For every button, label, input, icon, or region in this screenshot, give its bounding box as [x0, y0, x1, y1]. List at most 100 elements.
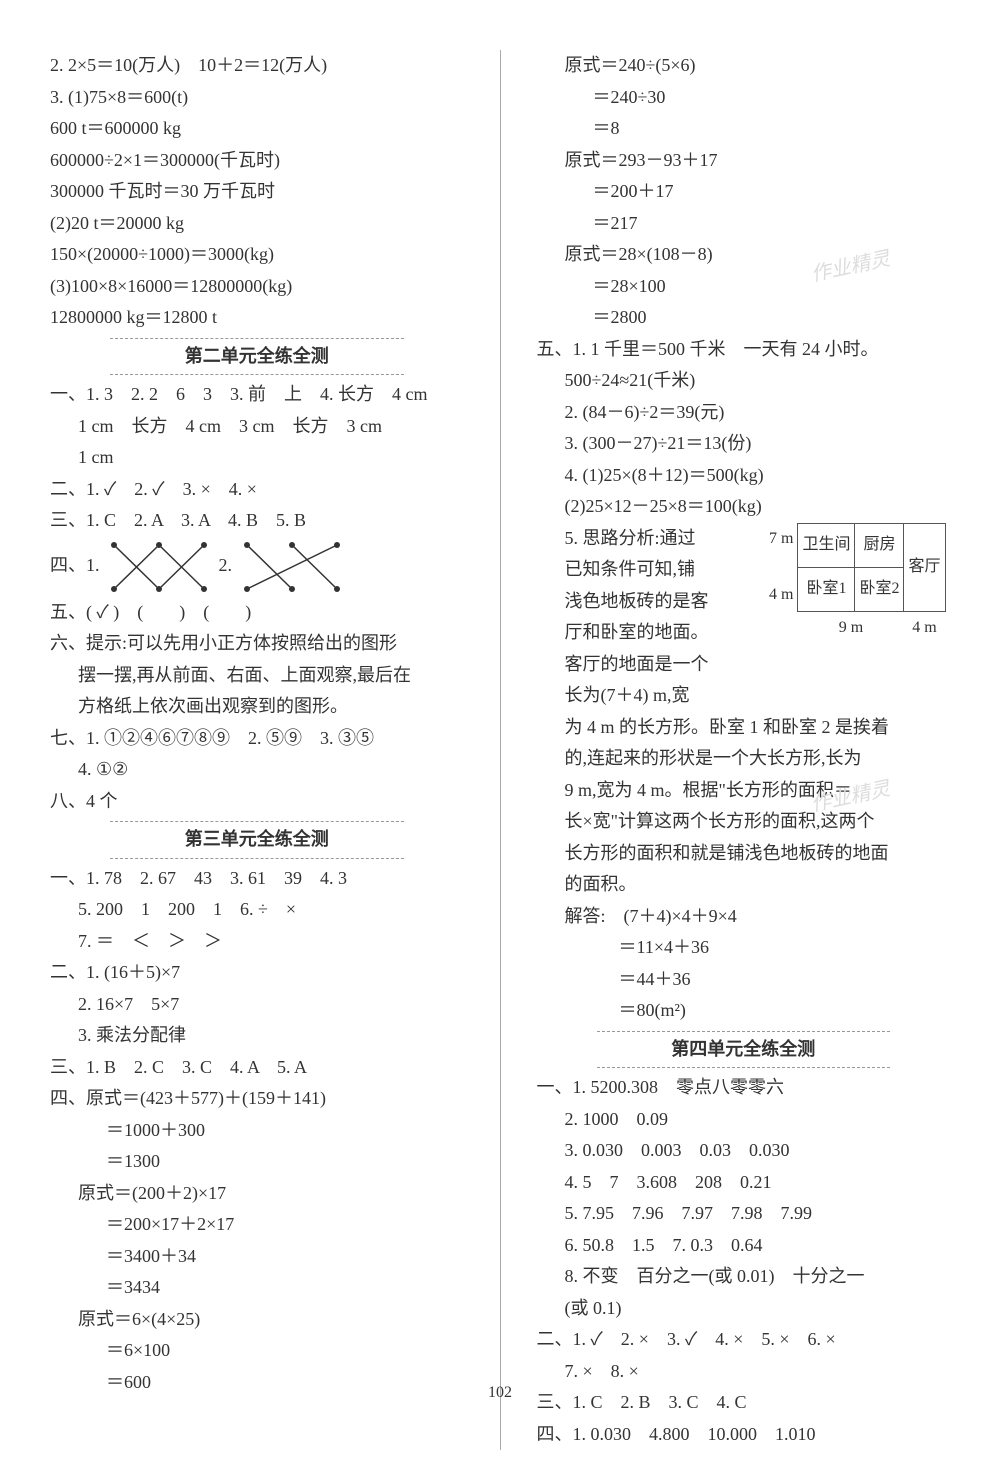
text-line: 二、1. ✓ 2. ✓ 3. × 4. × — [50, 474, 464, 506]
label: 2. — [219, 555, 233, 575]
text-line: 2. (84－6)÷2＝39(元) — [537, 397, 951, 429]
text-line: ＝217 — [537, 208, 951, 240]
unit-heading: 第三单元全练全测 — [110, 821, 404, 859]
column-divider — [500, 50, 501, 1450]
text-line: 原式＝6×(4×25) — [50, 1304, 464, 1336]
text-line: 一、1. 78 2. 67 43 3. 61 39 4. 3 — [50, 863, 464, 895]
text-line: ＝6×100 — [50, 1335, 464, 1367]
text-line: (3)100×8×16000＝12800000(kg) — [50, 271, 464, 303]
text-line: 方格纸上依次画出观察到的图形。 — [50, 691, 464, 723]
text-line: 5. 思路分析:通过 — [565, 523, 755, 555]
text-line: 5. 200 1 200 1 6. ÷ × — [50, 894, 464, 926]
text-line: 2. 1000 0.09 — [537, 1104, 951, 1136]
text-line: 300000 千瓦时＝30 万千瓦时 — [50, 176, 464, 208]
text-line: ＝80(m²) — [537, 995, 951, 1027]
text-line: 二、1. ✓ 2. × 3. ✓ 4. × 5. × 6. × — [537, 1324, 951, 1356]
text-line: 一、1. 5200.308 零点八零零六 — [537, 1072, 951, 1104]
page-content: 2. 2×5＝10(万人) 10＋2＝12(万人) 3. (1)75×8＝600… — [0, 0, 1000, 1480]
text-line: (2)20 t＝20000 kg — [50, 208, 464, 240]
text-line: 为 4 m 的长方形。卧室 1 和卧室 2 是挨着 — [537, 712, 951, 744]
text-line: 2. 16×7 5×7 — [50, 989, 464, 1021]
text-line: 3. 0.030 0.003 0.03 0.030 — [537, 1135, 951, 1167]
label: 四、1. — [50, 555, 100, 575]
text-line: 一、1. 3 2. 2 6 3 3. 前 上 4. 长方 4 cm — [50, 379, 464, 411]
text-line: 3. (300－27)÷21＝13(份) — [537, 428, 951, 460]
text-line: 六、提示:可以先用小正方体按照给出的图形 — [50, 628, 464, 660]
floorplan-diagram: 7 m 4 m 卫生间 厨房 客厅 卧室1 卧室2 9 m 4 — [765, 523, 946, 644]
text-line: 原式＝240÷(5×6) — [537, 50, 951, 82]
text-line: 500÷24≈21(千米) — [537, 365, 951, 397]
text-line: 7. ＝ ＜ ＞ ＞ — [50, 926, 464, 958]
room-cell: 卧室1 — [798, 567, 855, 611]
text-line: ＝8 — [537, 113, 951, 145]
text-line: 150×(20000÷1000)＝3000(kg) — [50, 239, 464, 271]
matching-row: 四、1. 2. — [50, 537, 464, 597]
room-cell: 卫生间 — [798, 523, 855, 567]
text-line: 4. (1)25×(8＋12)＝500(kg) — [537, 460, 951, 492]
text-line: ＝2800 — [537, 302, 951, 334]
text-line: 二、1. (16＋5)×7 — [50, 957, 464, 989]
text-line: 摆一摆,再从前面、右面、上面观察,最后在 — [50, 660, 464, 692]
text-line: 的,连起来的形状是一个大长方形,长为 — [537, 743, 951, 775]
text-line: 客厅的地面是一个 — [565, 649, 755, 681]
text-line: ＝240÷30 — [537, 82, 951, 114]
text-line: 长方形的面积和就是铺浅色地板砖的地面 — [537, 838, 951, 870]
text-line: 600000÷2×1＝300000(千瓦时) — [50, 145, 464, 177]
text-line: 五、1. 1 千里＝500 千米 一天有 24 小时。 — [537, 334, 951, 366]
text-line: 八、4 个 — [50, 786, 464, 818]
text-line: ＝11×4＋36 — [537, 932, 951, 964]
text-line: (2)25×12－25×8＝100(kg) — [537, 491, 951, 523]
text-line: 四、1. 0.030 4.800 10.000 1.010 — [537, 1419, 951, 1451]
text-line: 原式＝293－93＋17 — [537, 145, 951, 177]
text-line: 3. (1)75×8＝600(t) — [50, 82, 464, 114]
text-line: ＝1000＋300 — [50, 1115, 464, 1147]
text-line: 6. 50.8 1.5 7. 0.3 0.64 — [537, 1230, 951, 1262]
page-number: 102 — [0, 1384, 1000, 1402]
matching-diagram-icon — [104, 537, 214, 597]
text-line: 五、( ✓ ) ( ) ( ) — [50, 597, 464, 629]
text-line: 5. 7.95 7.96 7.97 7.98 7.99 — [537, 1198, 951, 1230]
text-line: 2. 2×5＝10(万人) 10＋2＝12(万人) — [50, 50, 464, 82]
text-line: (或 0.1) — [537, 1293, 951, 1325]
text-line: 三、1. B 2. C 3. C 4. A 5. A — [50, 1052, 464, 1084]
text-line: ＝44＋36 — [537, 964, 951, 996]
text-line: ＝28×100 — [537, 271, 951, 303]
matching-diagram-icon — [237, 537, 347, 597]
text-line: 600 t＝600000 kg — [50, 113, 464, 145]
text-line: 四、原式＝(423＋577)＋(159＋141) — [50, 1083, 464, 1115]
room-cell: 厨房 — [855, 523, 904, 567]
floorplan-block: 5. 思路分析:通过 已知条件可知,铺 浅色地板砖的是客 厅和卧室的地面。 客厅… — [537, 523, 951, 712]
text-line: 8. 不变 百分之一(或 0.01) 十分之一 — [537, 1261, 951, 1293]
text-line: 1 cm — [50, 442, 464, 474]
text-line: 浅色地板砖的是客 — [565, 586, 755, 618]
dim-label: 9 m — [798, 611, 904, 644]
text-line: 3. 乘法分配律 — [50, 1020, 464, 1052]
text-line: 长×宽"计算这两个长方形的面积,这两个 — [537, 806, 951, 838]
dim-label: 7 m — [769, 530, 793, 547]
text-line: ＝200＋17 — [537, 176, 951, 208]
text-line: ＝3434 — [50, 1272, 464, 1304]
dim-label: 4 m — [769, 586, 793, 603]
text-line: ＝200×17＋2×17 — [50, 1209, 464, 1241]
text-line: 7. × 8. × — [537, 1356, 951, 1388]
room-cell: 客厅 — [904, 523, 945, 611]
dim-label: 4 m — [904, 611, 945, 644]
unit-heading: 第四单元全练全测 — [597, 1031, 891, 1069]
text-line: 七、1. ①②④⑥⑦⑧⑨ 2. ⑤⑨ 3. ③⑤ — [50, 723, 464, 755]
text-line: 4. 5 7 3.608 208 0.21 — [537, 1167, 951, 1199]
unit-heading: 第二单元全练全测 — [110, 338, 404, 376]
text-line: ＝1300 — [50, 1146, 464, 1178]
left-column: 2. 2×5＝10(万人) 10＋2＝12(万人) 3. (1)75×8＝600… — [50, 50, 464, 1450]
room-cell: 卧室2 — [855, 567, 904, 611]
text-line: 厅和卧室的地面。 — [565, 617, 755, 649]
text-line: 解答: (7＋4)×4＋9×4 — [537, 901, 951, 933]
text-line: ＝3400＋34 — [50, 1241, 464, 1273]
text-line: 12800000 kg＝12800 t — [50, 302, 464, 334]
text-line: 原式＝(200＋2)×17 — [50, 1178, 464, 1210]
text-line: 的面积。 — [537, 869, 951, 901]
text-line: 长为(7＋4) m,宽 — [565, 680, 755, 712]
text-line: 三、1. C 2. A 3. A 4. B 5. B — [50, 505, 464, 537]
text-line: 1 cm 长方 4 cm 3 cm 长方 3 cm — [50, 411, 464, 443]
text-line: 4. ①② — [50, 754, 464, 786]
text-line: 已知条件可知,铺 — [565, 554, 755, 586]
